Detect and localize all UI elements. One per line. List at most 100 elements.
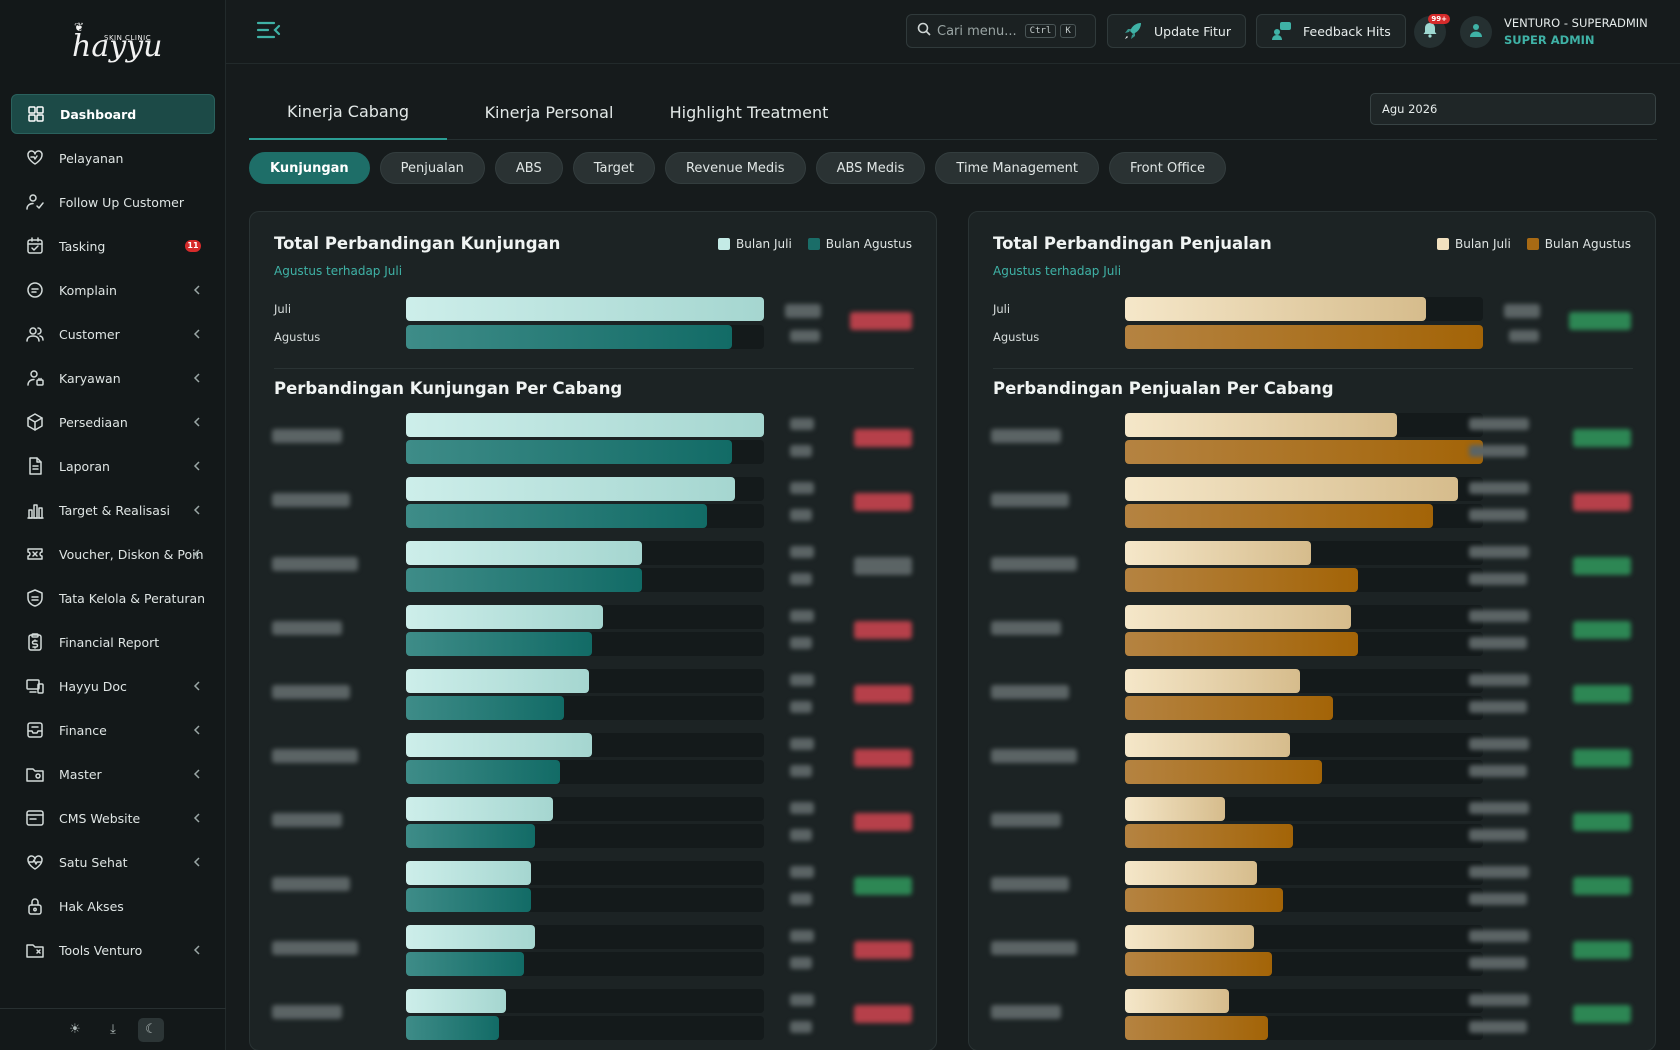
- sidebar-item-tasking[interactable]: Tasking 11: [11, 226, 215, 266]
- pill-front-office[interactable]: Front Office: [1109, 152, 1226, 184]
- sidebar-item-label: Target & Realisasi: [59, 502, 170, 518]
- update-fitur-button[interactable]: Update Fitur: [1107, 14, 1246, 48]
- branch-bar-agustus[interactable]: [1125, 888, 1283, 912]
- sidebar-item-customer[interactable]: Customer: [11, 314, 215, 354]
- branch-bar-juli[interactable]: [406, 605, 603, 629]
- branch-bar-agustus[interactable]: [406, 952, 525, 976]
- search-input[interactable]: Cari menu... Ctrl K: [906, 14, 1096, 48]
- branch-bar-juli[interactable]: [1125, 669, 1301, 693]
- branch-bar-juli[interactable]: [1125, 541, 1312, 565]
- branch-bar-juli[interactable]: [1125, 861, 1258, 885]
- folder-tools-icon: [25, 940, 45, 960]
- redacted-branch-name: [272, 941, 358, 955]
- hayyu-logo[interactable]: ❦ SKIN CLINIC hayyu: [70, 18, 162, 70]
- user-name[interactable]: VENTURO - SUPERADMIN: [1504, 16, 1648, 30]
- branch-bar-agustus[interactable]: [1125, 632, 1358, 656]
- branch-bar-agustus[interactable]: [406, 1016, 500, 1040]
- sidebar-item-financial-report[interactable]: Financial Report: [11, 622, 215, 662]
- sidebar-item-hayyu-doc[interactable]: Hayyu Doc: [11, 666, 215, 706]
- light-mode-button[interactable]: ☀: [69, 1022, 81, 1037]
- redacted-branch-change: [854, 813, 912, 831]
- sidebar-item-karyawan[interactable]: Karyawan: [11, 358, 215, 398]
- branch-bar-track: [1125, 733, 1483, 757]
- pill-penjualan[interactable]: Penjualan: [379, 152, 485, 184]
- sidebar: ❦ SKIN CLINIC hayyu Dashboard Pelayanan Fo…: [0, 0, 226, 1050]
- sidebar-item-target-realisasi[interactable]: Target & Realisasi: [11, 490, 215, 530]
- sidebar-item-cms-website[interactable]: CMS Website: [11, 798, 215, 838]
- branch-bar-agustus[interactable]: [406, 696, 564, 720]
- redacted-total-change: [850, 312, 912, 330]
- branch-bar-juli[interactable]: [406, 413, 764, 437]
- branch-bar-agustus[interactable]: [406, 888, 532, 912]
- branch-bar-agustus[interactable]: [406, 824, 535, 848]
- redacted-branch-value: [790, 674, 814, 686]
- pill-revenue-medis[interactable]: Revenue Medis: [664, 152, 806, 184]
- branch-bar-agustus[interactable]: [1125, 440, 1483, 464]
- branch-bar-juli[interactable]: [406, 925, 535, 949]
- dark-mode-button[interactable]: ☾: [138, 1017, 164, 1042]
- branch-bar-agustus[interactable]: [1125, 760, 1322, 784]
- branch-bar-agustus[interactable]: [1125, 696, 1333, 720]
- pill-abs[interactable]: ABS: [494, 152, 563, 184]
- branch-bar-juli[interactable]: [406, 989, 507, 1013]
- redacted-branch-value: [790, 802, 814, 814]
- total-bar-agustus[interactable]: [406, 325, 732, 349]
- total-bar-juli[interactable]: [1125, 297, 1426, 321]
- tab-kinerja-personal[interactable]: Kinerja Personal: [484, 102, 614, 122]
- branch-bar-juli[interactable]: [1125, 989, 1229, 1013]
- pill-target[interactable]: Target: [572, 152, 655, 184]
- branch-bar-agustus[interactable]: [406, 568, 643, 592]
- sidebar-item-dashboard[interactable]: Dashboard: [11, 94, 215, 134]
- branch-bar-agustus[interactable]: [1125, 504, 1433, 528]
- tab-highlight-treatment[interactable]: Highlight Treatment: [669, 102, 829, 122]
- branch-bar-agustus[interactable]: [406, 504, 707, 528]
- sidebar-item-master[interactable]: Master: [11, 754, 215, 794]
- branch-bar-juli[interactable]: [1125, 925, 1254, 949]
- pill-time-management[interactable]: Time Management: [935, 152, 1099, 184]
- total-bar-agustus[interactable]: [1125, 325, 1483, 349]
- month-select[interactable]: Agu 2026: [1370, 93, 1656, 125]
- sidebar-item-tata-kelola-peraturan[interactable]: Tata Kelola & Peraturan: [11, 578, 215, 618]
- sidebar-item-satu-sehat[interactable]: Satu Sehat: [11, 842, 215, 882]
- sidebar-item-follow-up-customer[interactable]: Follow Up Customer: [11, 182, 215, 222]
- avatar[interactable]: [1460, 16, 1492, 48]
- notification-button[interactable]: 99+: [1414, 14, 1450, 48]
- branch-bar-juli[interactable]: [406, 861, 532, 885]
- branch-bar-juli[interactable]: [406, 541, 643, 565]
- redacted-branch-change: [1573, 685, 1631, 703]
- branch-bar-juli[interactable]: [1125, 605, 1351, 629]
- branch-bar-agustus[interactable]: [406, 440, 732, 464]
- branch-bar-agustus[interactable]: [406, 632, 593, 656]
- branch-bar-juli[interactable]: [406, 733, 593, 757]
- feedback-hits-button[interactable]: Feedback Hits: [1256, 14, 1406, 48]
- branch-bar-agustus[interactable]: [1125, 952, 1272, 976]
- branch-bar-juli[interactable]: [406, 669, 589, 693]
- branch-bar-agustus[interactable]: [406, 760, 560, 784]
- branch-bar-juli[interactable]: [1125, 797, 1226, 821]
- sidebar-item-voucher-diskon-poin[interactable]: Voucher, Diskon & Poin: [11, 534, 215, 574]
- branch-bar-juli[interactable]: [1125, 413, 1398, 437]
- branch-bar-juli[interactable]: [1125, 733, 1290, 757]
- system-mode-button[interactable]: ⤓: [110, 1022, 116, 1037]
- topbar: Cari menu... Ctrl K Update Fitur Feedbac…: [226, 0, 1680, 64]
- total-row-label: Agustus: [993, 330, 1040, 344]
- branch-bar-juli[interactable]: [406, 797, 553, 821]
- sidebar-item-komplain[interactable]: Komplain: [11, 270, 215, 310]
- branch-bar-juli[interactable]: [406, 477, 736, 501]
- branch-bar-agustus[interactable]: [1125, 568, 1358, 592]
- sidebar-item-tools-venturo[interactable]: Tools Venturo: [11, 930, 215, 970]
- pill-kunjungan[interactable]: Kunjungan: [249, 152, 370, 184]
- total-bar-juli[interactable]: [406, 297, 764, 321]
- pill-abs-medis[interactable]: ABS Medis: [815, 152, 926, 184]
- redacted-branch-name: [272, 877, 350, 891]
- sidebar-item-pelayanan[interactable]: Pelayanan: [11, 138, 215, 178]
- branch-bar-juli[interactable]: [1125, 477, 1458, 501]
- sidebar-item-laporan[interactable]: Laporan: [11, 446, 215, 486]
- branch-bar-agustus[interactable]: [1125, 824, 1294, 848]
- sidebar-item-finance[interactable]: Finance: [11, 710, 215, 750]
- sidebar-item-hak-akses[interactable]: Hak Akses: [11, 886, 215, 926]
- sidebar-item-persediaan[interactable]: Persediaan: [11, 402, 215, 442]
- menu-collapse-icon[interactable]: [256, 18, 282, 42]
- branch-bar-agustus[interactable]: [1125, 1016, 1269, 1040]
- tab-kinerja-cabang[interactable]: Kinerja Cabang: [249, 84, 447, 140]
